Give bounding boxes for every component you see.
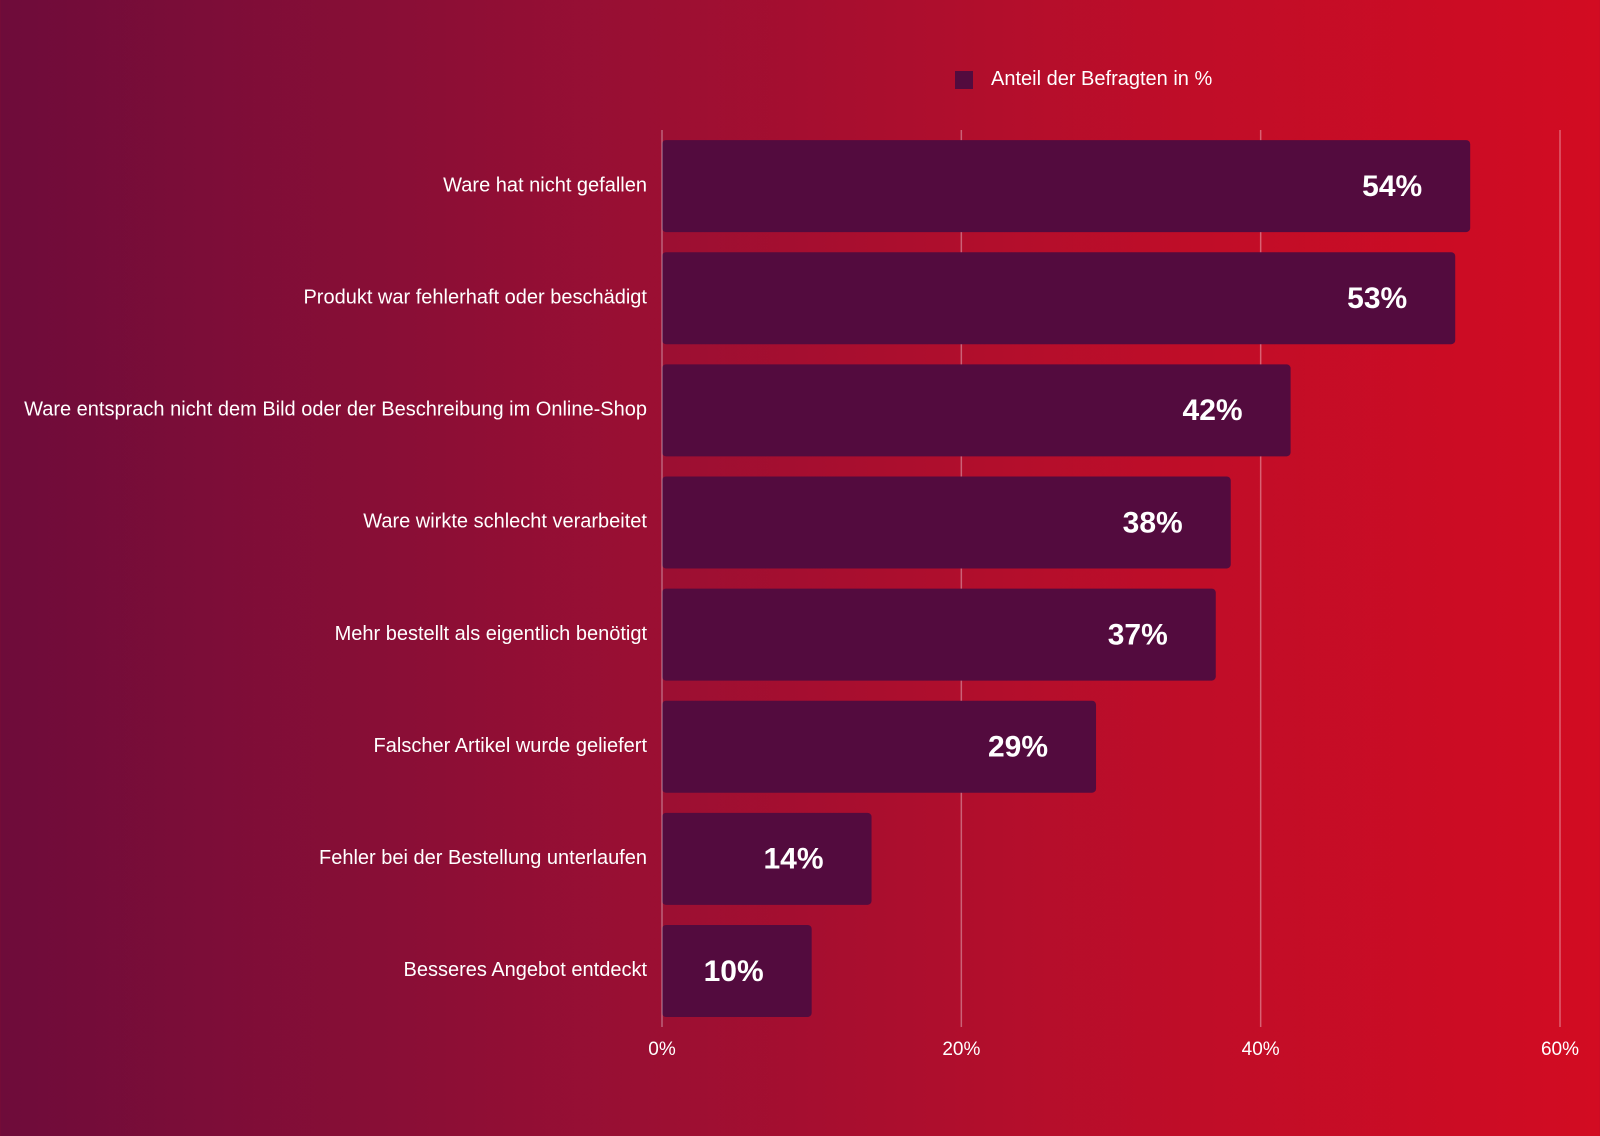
category-label: Fehler bei der Bestellung unterlaufen [319, 847, 647, 869]
x-tick-label: 0% [648, 1039, 676, 1060]
x-tick-label: 40% [1242, 1039, 1280, 1060]
legend-label: Anteil der Befragten in % [991, 68, 1213, 90]
x-tick-label: 20% [942, 1039, 980, 1060]
bar [662, 252, 1456, 345]
bar [662, 700, 1097, 793]
bar [662, 476, 1231, 569]
data-label: 29% [988, 731, 1048, 764]
category-label: Mehr bestellt als eigentlich benötigt [335, 623, 648, 645]
data-label: 37% [1108, 618, 1168, 651]
data-label: 53% [1347, 282, 1407, 315]
category-label: Ware entsprach nicht dem Bild oder der B… [24, 399, 647, 421]
data-label: 54% [1362, 170, 1422, 203]
bar [662, 812, 872, 905]
category-label: Falscher Artikel wurde geliefert [374, 735, 648, 757]
legend-swatch [955, 70, 973, 89]
bar [662, 364, 1291, 457]
data-label: 42% [1183, 394, 1243, 427]
bar [662, 924, 812, 1017]
category-label: Besseres Angebot entdeckt [404, 959, 648, 981]
bar [662, 588, 1216, 681]
category-label: Ware hat nicht gefallen [443, 174, 647, 196]
category-label: Ware wirkte schlecht verarbeitet [363, 511, 647, 533]
bar [662, 140, 1471, 233]
x-tick-label: 60% [1541, 1039, 1579, 1060]
data-label: 14% [763, 843, 823, 876]
data-label: 10% [704, 955, 764, 988]
data-label: 38% [1123, 506, 1183, 539]
category-label: Produkt war fehlerhaft oder beschädigt [303, 286, 647, 308]
legend: Anteil der Befragten in % [955, 68, 1212, 91]
